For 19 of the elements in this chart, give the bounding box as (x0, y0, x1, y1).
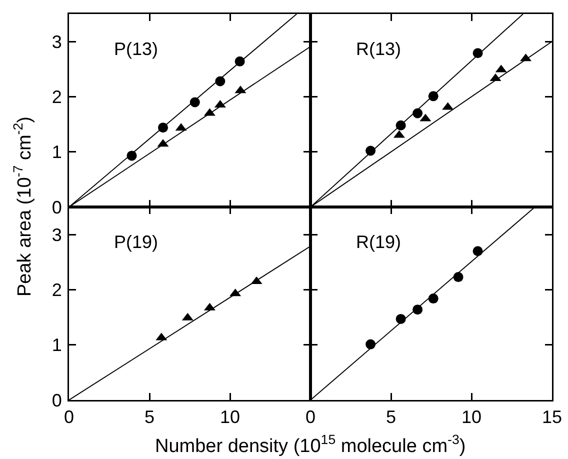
x-tick-label: 5 (144, 407, 155, 428)
x-tick-label: 5 (386, 407, 396, 428)
x-axis-title: Number density (10$^{15}$ molecule cm$^{-3}$) (155, 432, 466, 457)
y-tick-label: 1 (52, 142, 62, 162)
y-tick-label: 1 (52, 335, 62, 356)
y-tick-label: 3 (52, 32, 62, 52)
y-tick-label: 3 (52, 224, 62, 245)
x-tick-label: 10 (220, 407, 240, 428)
text: P(19) (114, 232, 158, 252)
x-tick-label: 15 (542, 407, 562, 428)
y-tick-label: 0 (52, 390, 62, 410)
text: R(19) (356, 232, 402, 252)
y-tick-label: 2 (52, 87, 62, 108)
y-tick-label: 2 (52, 280, 62, 300)
text: P(13) (114, 39, 158, 59)
y-tick-label: 0 (52, 197, 62, 218)
x-tick-label: 0 (305, 407, 316, 428)
text: R(13) (356, 39, 402, 59)
x-tick-label: 10 (461, 407, 482, 428)
